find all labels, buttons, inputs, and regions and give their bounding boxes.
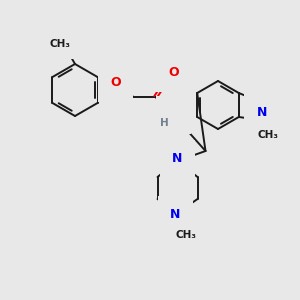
Text: O: O (168, 67, 179, 80)
Text: N: N (172, 152, 183, 166)
Text: CH₃: CH₃ (175, 230, 196, 240)
Text: H: H (160, 118, 169, 128)
Text: O: O (110, 76, 121, 89)
Text: N: N (170, 208, 181, 221)
Text: N: N (257, 106, 267, 119)
Text: N: N (168, 109, 179, 122)
Text: CH₃: CH₃ (50, 39, 70, 49)
Text: CH₃: CH₃ (257, 130, 278, 140)
